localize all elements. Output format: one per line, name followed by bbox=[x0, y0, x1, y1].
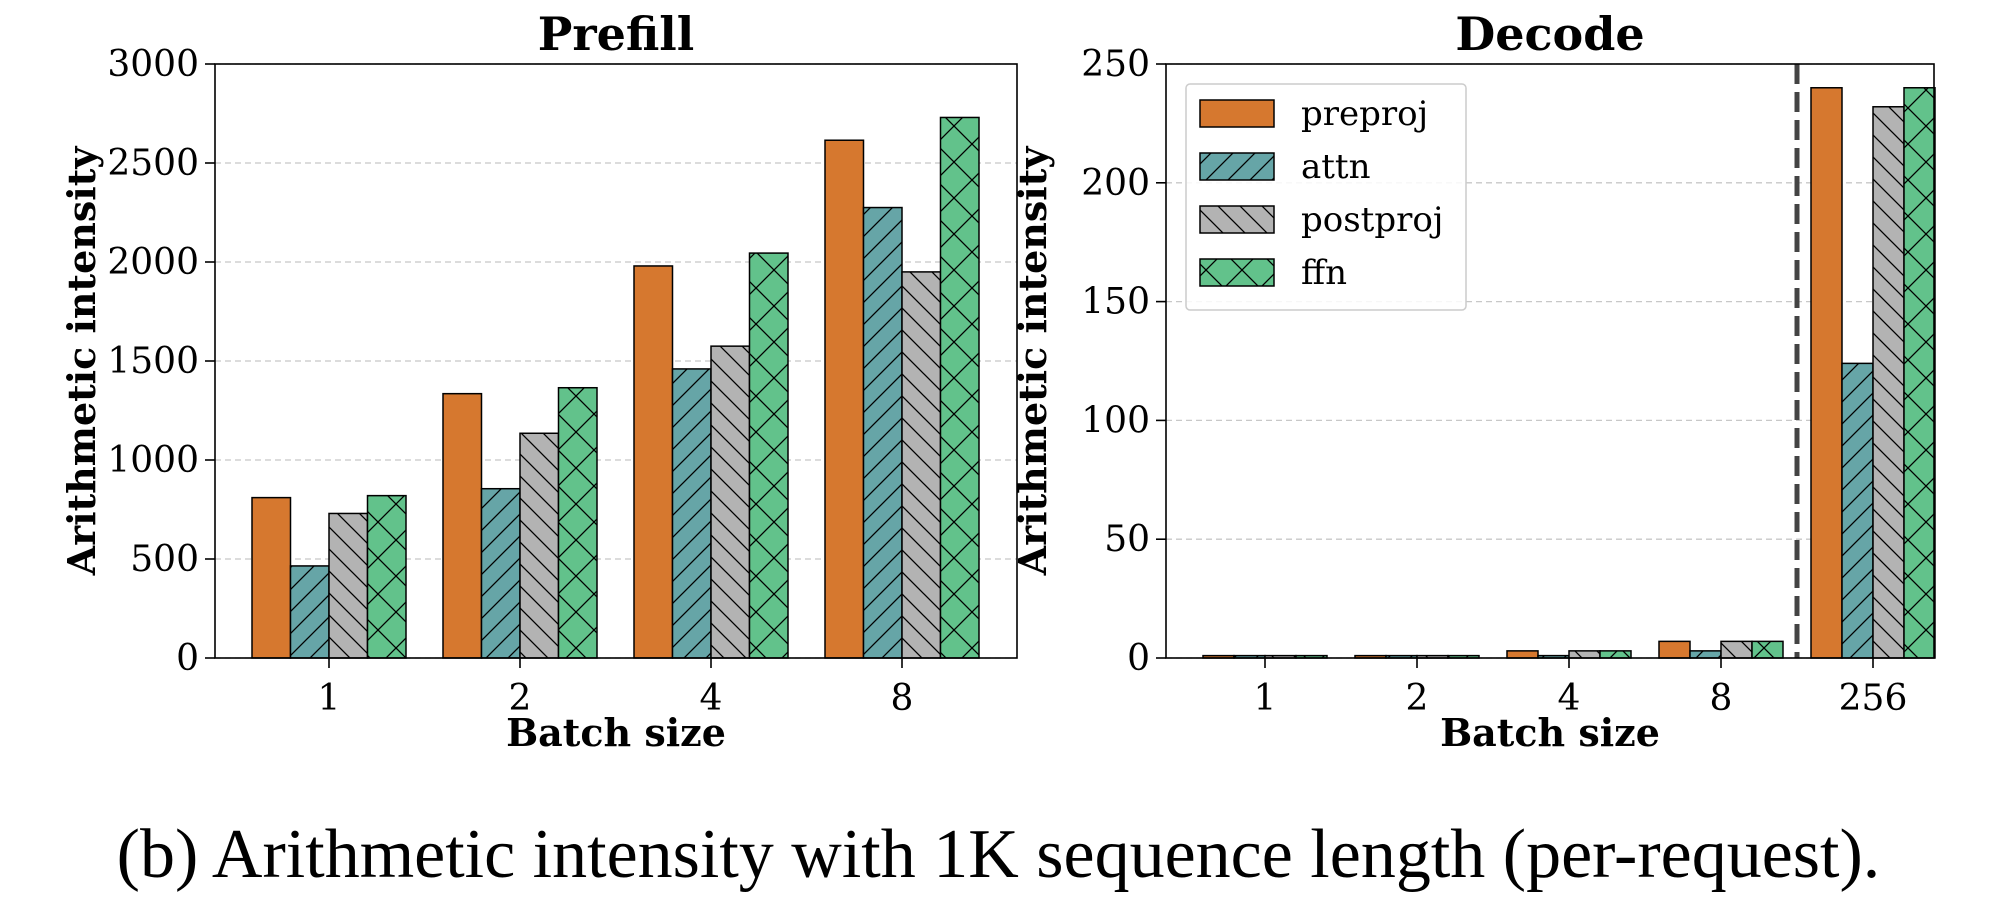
legend-swatch-preproj bbox=[1200, 100, 1274, 127]
figure-caption: (b) Arithmetic intensity with 1K sequenc… bbox=[116, 816, 1881, 893]
prefill-x-ticks: 1 2 4 8 bbox=[318, 658, 914, 719]
legend-label-preproj: preproj bbox=[1301, 94, 1428, 134]
prefill-bars bbox=[251, 116, 980, 659]
y-tick-label: 150 bbox=[1081, 282, 1150, 323]
legend-swatch-outline-postproj bbox=[1199, 205, 1275, 234]
legend-label-ffn: ffn bbox=[1301, 253, 1347, 293]
x-tick-label: 4 bbox=[1558, 678, 1581, 719]
bar-hatch-postproj bbox=[1721, 641, 1752, 658]
decode-y-axis-label: Arithmetic intensity bbox=[1010, 146, 1055, 577]
bar-hatch-postproj bbox=[1417, 655, 1448, 658]
decode-axes-frame bbox=[1165, 63, 1935, 659]
bar-preproj bbox=[634, 265, 673, 658]
bar-hatch-postproj bbox=[902, 271, 941, 658]
bar-preproj bbox=[1507, 650, 1538, 658]
bar-hatch-ffn bbox=[367, 495, 406, 658]
prefill-y-ticks: 0 500 1000 1500 2000 2500 3000 bbox=[107, 44, 215, 679]
bar-hatch-ffn bbox=[1904, 87, 1935, 658]
bar-hatch-postproj bbox=[520, 433, 559, 658]
decode-x-axis-label: Batch size bbox=[1440, 710, 1660, 755]
legend-swatch-hatch-postproj bbox=[1200, 206, 1274, 233]
y-tick-label: 200 bbox=[1081, 163, 1150, 204]
legend-label-attn: attn bbox=[1301, 147, 1371, 187]
bar-hatch-ffn bbox=[1600, 650, 1631, 658]
bar-hatch-ffn bbox=[558, 387, 597, 658]
bar-hatch-postproj bbox=[329, 513, 368, 658]
bar-preproj bbox=[252, 497, 291, 658]
decode-x-ticks: 1 2 4 8 256 bbox=[1254, 658, 1908, 719]
decode-title: Decode bbox=[1455, 7, 1644, 61]
legend-label-postproj: postproj bbox=[1301, 200, 1443, 240]
bar-preproj bbox=[825, 140, 864, 659]
decode-y-ticks: 0 50 100 150 200 250 bbox=[1081, 44, 1166, 679]
prefill-y-axis-label: Arithmetic intensity bbox=[59, 146, 104, 577]
x-tick-label: 1 bbox=[318, 678, 341, 719]
bar-hatch-postproj bbox=[1265, 655, 1296, 658]
bar-hatch-attn bbox=[1386, 655, 1417, 658]
y-tick-label: 500 bbox=[130, 539, 199, 580]
bar-hatch-ffn bbox=[1448, 655, 1479, 658]
y-tick-label: 250 bbox=[1081, 44, 1150, 85]
legend-items: preproj attn postproj ffn bbox=[1199, 94, 1443, 293]
bar-hatch-ffn bbox=[940, 117, 979, 658]
x-tick-label: 256 bbox=[1839, 678, 1908, 719]
y-tick-label: 2000 bbox=[107, 242, 199, 283]
bar-hatch-postproj bbox=[1569, 650, 1600, 658]
bar-preproj bbox=[1659, 641, 1690, 658]
decode-panel: 0 50 100 150 200 250 1 2 4 8 256 Decode Batch siz… bbox=[1010, 7, 1936, 755]
x-tick-label: 8 bbox=[891, 678, 914, 719]
bar-hatch-attn bbox=[1842, 363, 1873, 658]
bar-preproj bbox=[443, 393, 482, 658]
y-tick-label: 0 bbox=[1127, 638, 1150, 679]
y-tick-label: 2500 bbox=[107, 143, 199, 184]
bar-hatch-postproj bbox=[1873, 106, 1904, 658]
bar-hatch-attn bbox=[481, 488, 520, 658]
bar-hatch-attn bbox=[1538, 655, 1569, 658]
legend-swatch-outline-preproj bbox=[1199, 99, 1275, 128]
legend-swatch-hatch-attn bbox=[1200, 153, 1274, 180]
y-tick-label: 1000 bbox=[107, 440, 199, 481]
y-tick-label: 100 bbox=[1081, 400, 1150, 441]
x-tick-label: 1 bbox=[1254, 678, 1277, 719]
y-tick-label: 3000 bbox=[107, 44, 199, 85]
bar-hatch-attn bbox=[1234, 655, 1265, 658]
bar-hatch-attn bbox=[672, 368, 711, 658]
bar-preproj bbox=[1203, 655, 1234, 658]
y-tick-label: 0 bbox=[176, 638, 199, 679]
prefill-title: Prefill bbox=[538, 7, 695, 61]
y-tick-label: 1500 bbox=[107, 341, 199, 382]
x-tick-label: 4 bbox=[700, 678, 723, 719]
bar-hatch-attn bbox=[863, 207, 902, 659]
bar-hatch-postproj bbox=[711, 346, 750, 658]
legend-box bbox=[1185, 83, 1467, 311]
prefill-x-axis-label: Batch size bbox=[506, 710, 726, 755]
x-tick-label: 2 bbox=[1406, 678, 1429, 719]
x-tick-label: 2 bbox=[509, 678, 532, 719]
prefill-panel: 0 500 1000 1500 2000 2500 3000 1 2 4 8 Prefill Ba… bbox=[59, 7, 1018, 755]
legend-swatch-hatch-ffn bbox=[1200, 259, 1274, 286]
bar-hatch-attn bbox=[1690, 650, 1721, 658]
bar-hatch-ffn bbox=[749, 253, 788, 658]
bar-hatch-ffn bbox=[1296, 655, 1327, 658]
bar-preproj bbox=[1811, 87, 1842, 658]
bar-hatch-attn bbox=[290, 565, 329, 658]
legend: preproj attn postproj ffn bbox=[1185, 83, 1467, 311]
legend-swatch-outline-attn bbox=[1199, 152, 1275, 181]
bar-hatch-ffn bbox=[1752, 641, 1783, 658]
x-tick-label: 8 bbox=[1710, 678, 1733, 719]
y-tick-label: 50 bbox=[1104, 519, 1150, 560]
bar-preproj bbox=[1355, 655, 1386, 658]
legend-swatch-outline-ffn bbox=[1199, 258, 1275, 287]
